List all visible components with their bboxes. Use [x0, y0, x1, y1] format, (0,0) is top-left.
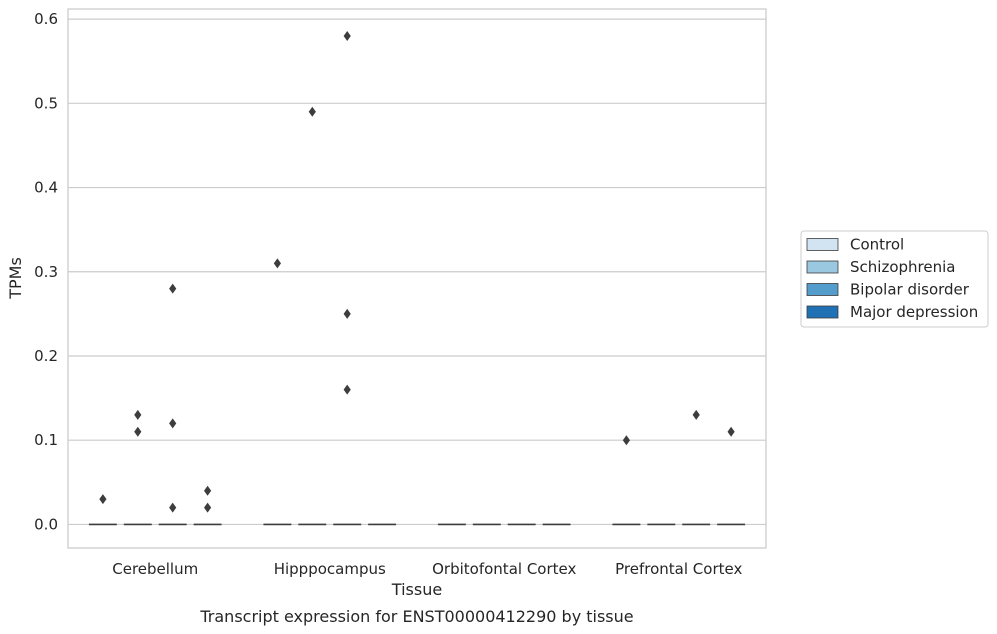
outlier-point: [343, 308, 351, 319]
legend-entries: Control Schizophrenia Bipolar disorder Majo…: [806, 236, 978, 321]
legend: Control Schizophrenia Bipolar disorder Majo…: [800, 230, 989, 328]
y-tick-label: 0.1: [34, 431, 58, 449]
x-tick-label: Prefrontal Cortex: [615, 560, 742, 578]
x-tick-labels: Cerebellum Hipppocampus Orbitofontal Corte…: [112, 560, 742, 578]
legend-swatch: [806, 238, 839, 251]
outlier-point: [343, 384, 351, 395]
outlier-point: [169, 502, 177, 513]
legend-swatch: [806, 260, 839, 274]
y-tick-label: 0.4: [34, 179, 58, 197]
outlier-point: [622, 435, 630, 446]
x-tick-label: Cerebellum: [112, 560, 198, 578]
legend-label: Control: [850, 236, 904, 254]
outlier-point: [727, 426, 735, 437]
outlier-point: [134, 409, 142, 420]
y-tick-labels: 0.0 0.1 0.2 0.3 0.4 0.5 0.6: [34, 10, 58, 533]
grid-lines: [68, 18, 766, 526]
y-tick-label: 0.3: [34, 263, 58, 281]
outlier-point: [343, 30, 351, 41]
y-tick-label: 0.2: [34, 347, 58, 365]
outlier-point: [134, 426, 142, 437]
outlier-points: [99, 30, 735, 513]
outlier-point: [204, 502, 212, 513]
legend-label: Major depression: [850, 303, 978, 321]
y-tick-label: 0.6: [34, 10, 58, 28]
legend-swatch: [806, 305, 839, 319]
x-tick-label: Hipppocampus: [274, 560, 386, 578]
x-axis-label: Tissue: [391, 580, 442, 599]
outlier-point: [99, 494, 107, 505]
y-tick-label: 0.5: [34, 94, 58, 112]
y-axis-label: TPMs: [6, 257, 25, 300]
chart-caption: Transcript expression for ENST0000041229…: [199, 607, 633, 626]
outlier-point: [273, 258, 281, 269]
outlier-point: [169, 418, 177, 429]
outlier-point: [204, 485, 212, 496]
x-tick-label: Orbitofontal Cortex: [432, 560, 576, 578]
legend-label: Bipolar disorder: [850, 281, 970, 299]
legend-label: Schizophrenia: [850, 258, 955, 276]
outlier-point: [169, 283, 177, 294]
outlier-point: [308, 106, 316, 117]
plot-area-background: [68, 9, 766, 548]
legend-swatch: [806, 283, 839, 296]
plot-area-frame: [67, 8, 767, 549]
legend-frame: [800, 230, 989, 328]
y-tick-label: 0.0: [34, 515, 58, 533]
outlier-point: [692, 409, 700, 420]
